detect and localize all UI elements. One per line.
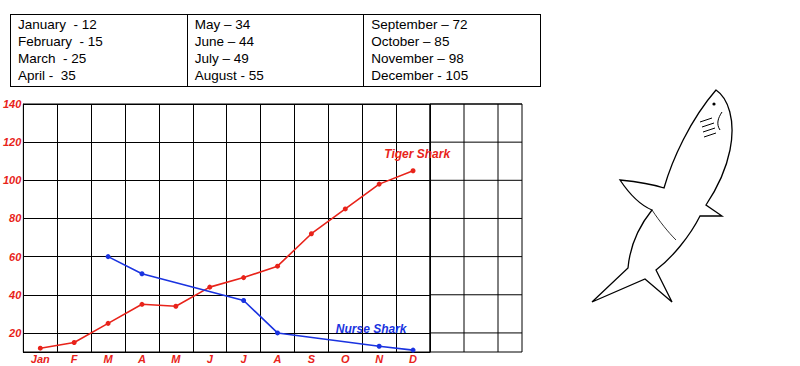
svg-text:M: M — [103, 353, 113, 365]
svg-text:F: F — [71, 353, 78, 365]
svg-text:M: M — [171, 353, 181, 365]
svg-text:O: O — [341, 353, 350, 365]
svg-text:140: 140 — [3, 98, 22, 110]
svg-text:N: N — [375, 353, 384, 365]
svg-text:40: 40 — [8, 289, 22, 301]
html-text:September – 72: September – 72 — [371, 17, 468, 32]
svg-text:80: 80 — [9, 212, 22, 224]
svg-text:A: A — [273, 353, 282, 365]
html-text:February - 15: February - 15 — [18, 34, 103, 49]
svg-text:A: A — [137, 353, 146, 365]
svg-text:J: J — [241, 353, 248, 365]
html-text:April - 35: April - 35 — [18, 68, 76, 83]
svg-text:J: J — [207, 353, 214, 365]
svg-text:60: 60 — [9, 251, 22, 263]
svg-text:120: 120 — [3, 136, 22, 148]
svg-text:S: S — [308, 353, 316, 365]
html-text:August - 55: August - 55 — [194, 68, 264, 83]
html-text:July – 49: July – 49 — [194, 51, 249, 66]
html-text:November – 98: November – 98 — [371, 51, 464, 66]
html-text:June – 44: June – 44 — [194, 34, 254, 49]
svg-text:100: 100 — [3, 174, 22, 186]
svg-text:Jan: Jan — [31, 353, 50, 365]
svg-text:Tiger Shark: Tiger Shark — [384, 147, 451, 161]
svg-text:D: D — [409, 353, 417, 365]
svg-text:20: 20 — [8, 327, 22, 339]
html-text:January - 12: January - 12 — [18, 17, 97, 32]
html-text:March - 25: March - 25 — [18, 51, 87, 66]
html-text:May – 34: May – 34 — [194, 17, 251, 32]
html-text:December - 105: December - 105 — [371, 68, 469, 83]
svg-text:Nurse Shark: Nurse Shark — [336, 322, 408, 336]
html-text:October – 85: October – 85 — [371, 34, 450, 49]
